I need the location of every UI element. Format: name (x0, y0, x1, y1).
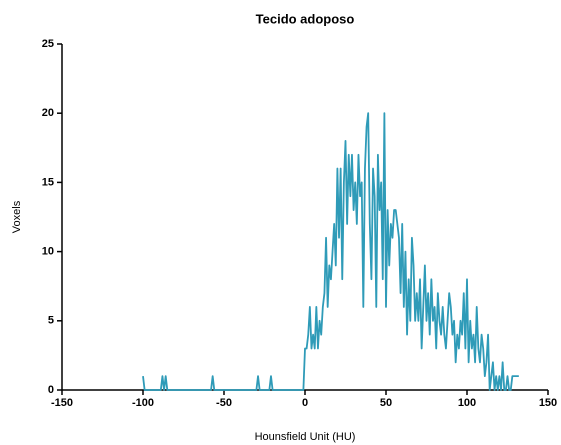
x-axis-label: Hounsfield Unit (HU) (255, 431, 356, 443)
x-tick-label: 50 (380, 397, 392, 409)
x-tick-label: -100 (132, 397, 154, 409)
x-tick-label: 150 (539, 397, 557, 409)
x-tick-label: 100 (458, 397, 476, 409)
y-tick-label: 25 (42, 38, 54, 50)
y-tick-label: 15 (42, 176, 54, 188)
y-axis-label: Voxels (11, 200, 23, 233)
y-tick-label: 10 (42, 246, 54, 258)
y-tick-label: 5 (48, 315, 54, 327)
y-tick-label: 0 (48, 384, 54, 396)
x-tick-label: 0 (302, 397, 308, 409)
data-line (142, 112, 519, 391)
x-tick-label: -50 (216, 397, 232, 409)
x-tick-label: -150 (51, 397, 73, 409)
y-tick-label: 20 (42, 107, 54, 119)
chart-title: Tecido adoposo (256, 11, 355, 26)
